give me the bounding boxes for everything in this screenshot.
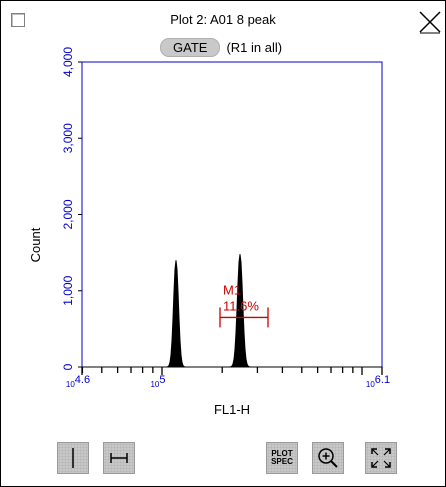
gate-button[interactable]: GATE: [160, 37, 221, 57]
fit-to-window-button[interactable]: [365, 442, 397, 474]
gate-row: GATE (R1 in all): [160, 37, 282, 57]
close-icon[interactable]: [418, 10, 442, 34]
x-tick-label: 106.1: [366, 374, 390, 389]
plot-spec-label: PLOT SPEC: [271, 449, 293, 466]
select-checkbox[interactable]: [11, 13, 25, 27]
y-tick-label: 1,000: [61, 275, 75, 305]
marker-percent: 11.6%: [223, 298, 259, 313]
histogram-chart[interactable]: 0 1,000 2,000 3,000 4,000 104.6 105 106.1 M111…: [0, 0, 446, 420]
plot-title: Plot 2: A01 8 peak: [170, 12, 276, 27]
plot-spec-button[interactable]: PLOT SPEC: [266, 442, 298, 474]
x-tick-label: 104.6: [66, 374, 90, 389]
x-axis-label: FL1-H: [214, 402, 250, 417]
zoom-in-icon: [318, 448, 338, 468]
y-tick-label: 4,000: [61, 47, 75, 77]
y-tick-label: 2,000: [61, 199, 75, 229]
vertical-cursor-icon: [72, 448, 74, 468]
y-tick-label: 0: [61, 363, 75, 370]
gate-text: (R1 in all): [226, 39, 283, 55]
fit-to-window-icon: [371, 448, 391, 468]
histogram-series: [82, 254, 382, 368]
range-cursor-button[interactable]: [103, 442, 135, 474]
x-tick-label: 105: [150, 374, 165, 389]
zoom-in-button[interactable]: [312, 442, 344, 474]
range-cursor-icon: [110, 453, 128, 463]
y-tick-label: 3,000: [61, 123, 75, 153]
vertical-cursor-button[interactable]: [57, 442, 89, 474]
marker-name: M1: [223, 282, 241, 297]
plot-area: [81, 61, 383, 368]
y-axis-label: Count: [28, 227, 43, 262]
